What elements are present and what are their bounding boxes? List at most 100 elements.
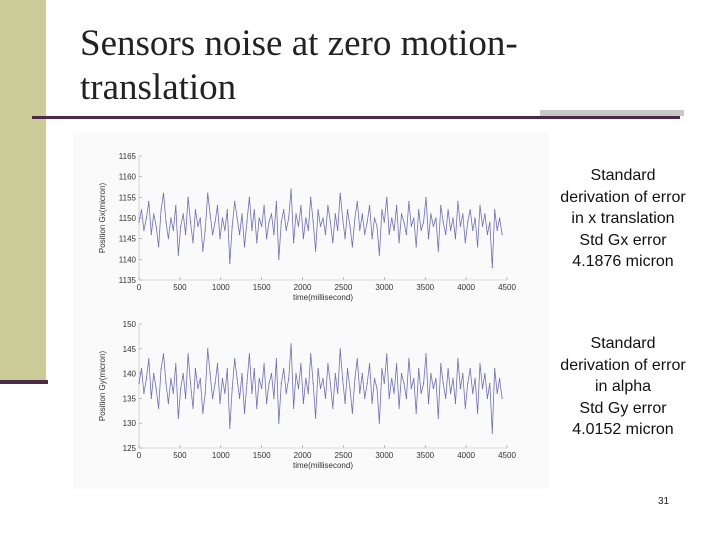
plot2-data-point — [236, 378, 238, 380]
plot1-data-point — [437, 250, 439, 252]
plot1-data-point — [442, 221, 444, 223]
plot1-y-axis-label: Position Gx(micron) — [98, 183, 107, 254]
plot2-data-point — [364, 397, 366, 399]
plot2-data-point — [275, 358, 277, 360]
plot1-data-point — [322, 217, 324, 219]
plot1-data-point — [369, 205, 371, 207]
plot2-data-point — [359, 392, 361, 394]
stat-x-line3: in x translation — [571, 210, 675, 227]
plot2-data-point — [400, 373, 403, 375]
plot2-data-point — [162, 353, 165, 355]
plot1-data-point — [430, 213, 432, 215]
plot2-data-point — [462, 373, 464, 375]
plot2-data-point — [366, 382, 368, 385]
plot2-data-point — [302, 402, 304, 404]
plot1-data-point — [334, 213, 336, 215]
plot2-data-point — [415, 412, 417, 414]
plot1-data-point — [236, 217, 238, 219]
plot1-data-point — [472, 229, 474, 231]
plot2-data-point — [369, 363, 371, 365]
plot2-data-point — [427, 402, 430, 404]
plot1-x-axis-label: time(millisecond) — [293, 293, 353, 302]
plot2-data-point — [145, 378, 147, 380]
plot1-data-point — [170, 217, 172, 219]
plot1-data-point — [177, 254, 179, 256]
plots-figure: 0 500 1000 1500 2000 2500 3000 3500 4000 4500 1135… — [73, 132, 549, 489]
plot1-data-point — [219, 238, 221, 240]
plot1-data-point — [263, 205, 265, 207]
plot1-y-tick-label: 1145 — [119, 235, 137, 244]
plot1-data-point — [494, 209, 496, 211]
plot2-data-point — [491, 432, 493, 434]
plot1-data-point — [400, 213, 403, 215]
plot2-data-point — [361, 373, 363, 375]
plot2-data-point — [175, 363, 177, 365]
plot2-data-point — [322, 378, 324, 380]
plot2-data-point — [479, 363, 481, 365]
plot1-data-point — [361, 213, 363, 215]
plot1-data-point — [405, 233, 407, 236]
plot2-data-point — [177, 417, 179, 419]
plot2-data-point — [405, 397, 407, 399]
plot2-data-point — [214, 382, 216, 385]
plot2-data-point — [398, 407, 400, 409]
plot1-data-point — [158, 246, 160, 248]
plot1-data-point — [185, 233, 187, 236]
plot2-data-point — [437, 417, 439, 419]
plot2-data-point — [155, 387, 157, 390]
plot2-data-point — [172, 392, 174, 394]
plot2-data-point — [327, 363, 329, 365]
plot1-data-point — [486, 233, 488, 236]
plot1-data-point — [479, 205, 481, 207]
plot1-data-point — [499, 217, 501, 219]
plot1-data-point — [403, 221, 405, 223]
plot1-data-point — [140, 209, 143, 211]
plot1-x-tick-label: 3000 — [375, 283, 393, 292]
left-accent-bar — [0, 0, 46, 382]
plot1-data-point — [153, 213, 155, 215]
plot1-data-point — [202, 250, 204, 252]
plot2-data-point — [143, 392, 145, 394]
plot1-data-point — [376, 225, 378, 227]
plot2-data-point — [418, 368, 420, 370]
plot1-data-point — [452, 217, 454, 219]
plot1-data-point — [427, 238, 430, 240]
plot1-data-point — [484, 213, 486, 215]
plot2-data-point — [285, 392, 287, 394]
plot1-data-point — [189, 221, 192, 223]
plot1-x-tick-label: 3500 — [416, 283, 434, 292]
plot1-x-tick-label: 2000 — [294, 283, 312, 292]
plot2-data-point — [386, 353, 388, 355]
plot2-data-point — [258, 378, 260, 380]
stat-block-x: Standard derivation of error in x transl… — [548, 165, 698, 273]
plot2-data-point — [256, 407, 258, 409]
plot1-data-point — [310, 196, 312, 198]
stat-x-line4: Std Gx error — [579, 231, 667, 249]
plot1-data-point — [319, 225, 322, 227]
slide-title: Sensors noise at zero motion- translatio… — [80, 22, 580, 110]
plot1-data-point — [273, 233, 275, 236]
plot1-x-tick-label: 1000 — [212, 283, 230, 292]
plot2-data-point — [447, 368, 449, 370]
plot1-data-point — [182, 213, 184, 215]
plot2-data-point — [295, 373, 297, 375]
plot1-data-point — [339, 192, 341, 194]
plot1-data-point — [346, 209, 349, 211]
title-rule — [32, 116, 680, 119]
plot2-data-point — [192, 407, 194, 409]
plot2-data-point — [494, 368, 496, 370]
plot2-data-point — [474, 378, 476, 380]
plot1-data-point — [354, 217, 356, 219]
plot2-data-point — [450, 392, 452, 394]
plot2-data-point — [189, 382, 192, 385]
plot1-data-point — [393, 229, 395, 231]
plot2-data-point — [373, 378, 376, 380]
plot2-data-point — [239, 397, 241, 399]
plot2-data-point — [263, 363, 265, 365]
plot2-y-tick-label: 130 — [123, 419, 137, 428]
plot1-data-point — [364, 233, 366, 236]
plot2-x-tick-label: 2500 — [335, 451, 353, 460]
plot2-data-point — [472, 392, 474, 394]
plot2-data-point — [319, 387, 322, 390]
plot1-data-point — [435, 217, 437, 219]
